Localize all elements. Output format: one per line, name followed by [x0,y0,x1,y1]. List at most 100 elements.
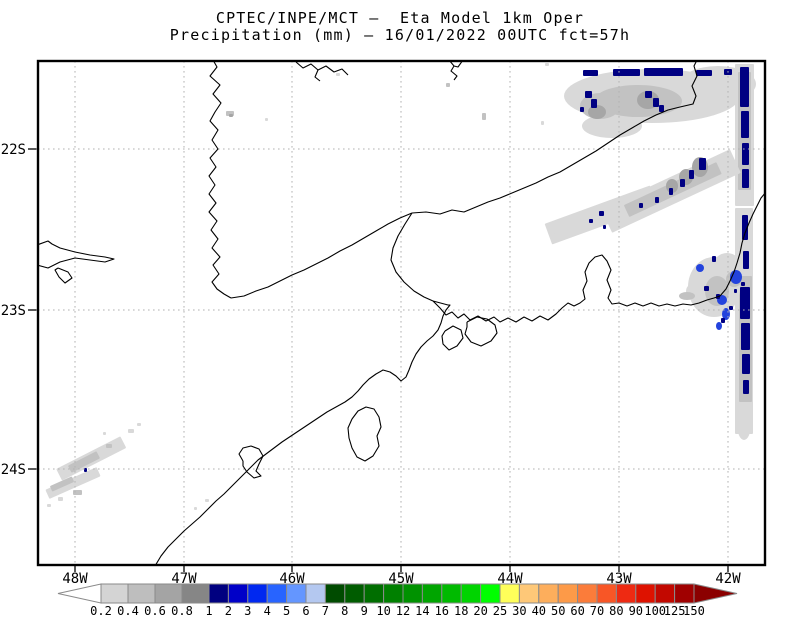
colorbar-tick-label: 0.2 [90,604,112,618]
colorbar-cell [324,583,346,604]
precip-cell [653,98,659,107]
colorbar-tick-label: 10 [376,604,390,618]
colorbar-tick-label: 16 [435,604,449,618]
coastline-path [208,62,232,299]
precip-cell [737,408,751,440]
colorbar-cell [499,583,520,604]
precip-cell [103,432,106,435]
colorbar-tick-label: 7 [322,604,329,618]
precip-cell [128,429,134,433]
precip-cell [591,99,597,108]
precip-cell [743,251,749,269]
lat-label: 24S [1,462,26,478]
precip-cell [545,63,549,66]
colorbar-cell [441,583,462,604]
precip-cell [265,118,268,121]
lat-label: 23S [1,303,26,319]
coastline-path [464,316,498,347]
coastline-path [449,62,458,81]
precip-cell [613,69,640,76]
colorbar-cell [344,583,365,604]
lat-label: 22S [1,142,26,158]
colorbar-cell [383,583,404,604]
colorbar-tick-label: 125 [664,604,686,618]
precip-cell [742,143,749,165]
colorbar-cell [227,583,249,604]
colorbar-cell [635,583,656,604]
coastline-path [411,62,698,215]
figure-title-line2: Precipitation (mm) — 16/01/2022 00UTC fc… [169,26,631,44]
precip-cell [704,286,709,291]
colorbar-cell [402,583,423,604]
lon-label: 48W [62,571,88,587]
lon-label: 45W [388,571,414,587]
precip-cell [137,423,141,426]
coastline-path [432,193,764,323]
colorbar-tick-label: 30 [512,604,526,618]
precip-cell [741,111,749,138]
precip-cell [734,289,737,293]
coastline-layer [39,62,764,564]
colorbar-cell [154,583,183,604]
colorbar-cell [305,583,326,604]
figure-title-line1: CPTEC/INPE/MCT — Eta Model 1km Oper [215,9,585,27]
colorbar-tick-label: 3 [244,604,251,618]
precip-cell [696,264,704,272]
colorbar-cell [266,583,288,604]
precip-cell [84,468,87,472]
colorbar-tick-label: 8 [341,604,348,618]
colorbar-cell [247,583,268,604]
graticule-layer [38,61,765,565]
precip-cell [550,233,564,241]
precip-cell [679,292,695,300]
precip-cell [743,380,749,394]
precip-cell [721,318,725,323]
colorbar-tick-label: 100 [644,604,666,618]
precip-cell [589,219,593,223]
precip-cell [655,197,659,203]
colorbar-tick-label: 150 [683,604,705,618]
colorbar-cell [127,583,156,604]
colorbar-cell [577,583,598,604]
coastline-path [390,212,434,302]
colorbar-tick-label: 60 [570,604,584,618]
precip-cell [50,476,74,492]
precip-cell [696,70,712,76]
precip-cell [599,211,604,216]
colorbar-tick-label: 4 [264,604,271,618]
precip-cell [712,256,716,262]
precip-cell [564,224,582,234]
colorbar-cell [538,583,559,604]
precip-cell [583,70,598,76]
colorbar-tick-label: 0.4 [117,604,139,618]
colorbar-tick-label: 6 [302,604,309,618]
precip-cell [482,113,486,120]
precipitation-layer [45,63,756,510]
coastline-path [238,445,264,479]
precip-cell [742,215,748,240]
precip-cell [699,158,706,170]
precip-cell [541,121,544,125]
precip-cell [194,507,197,510]
colorbar-cell [557,583,579,604]
colorbar-cell [100,583,129,604]
coastline-path [347,406,382,462]
precip-cell [714,253,740,275]
precip-cell [689,170,694,179]
coastline-path [54,267,73,284]
colorbar-tick-label: 5 [283,604,290,618]
precip-cell [740,287,750,319]
precip-cell [680,179,685,187]
precip-cell [645,91,652,98]
colorbar-cell [363,583,385,604]
precip-cell [58,497,63,501]
colorbar-tick-label: 9 [361,604,368,618]
colorbar-tick-label: 18 [454,604,468,618]
colorbar-tick-label: 2 [225,604,232,618]
coastline-path [453,62,463,68]
colorbar-cell [460,583,482,604]
lon-label: 47W [171,571,197,587]
map-border [36,59,767,567]
